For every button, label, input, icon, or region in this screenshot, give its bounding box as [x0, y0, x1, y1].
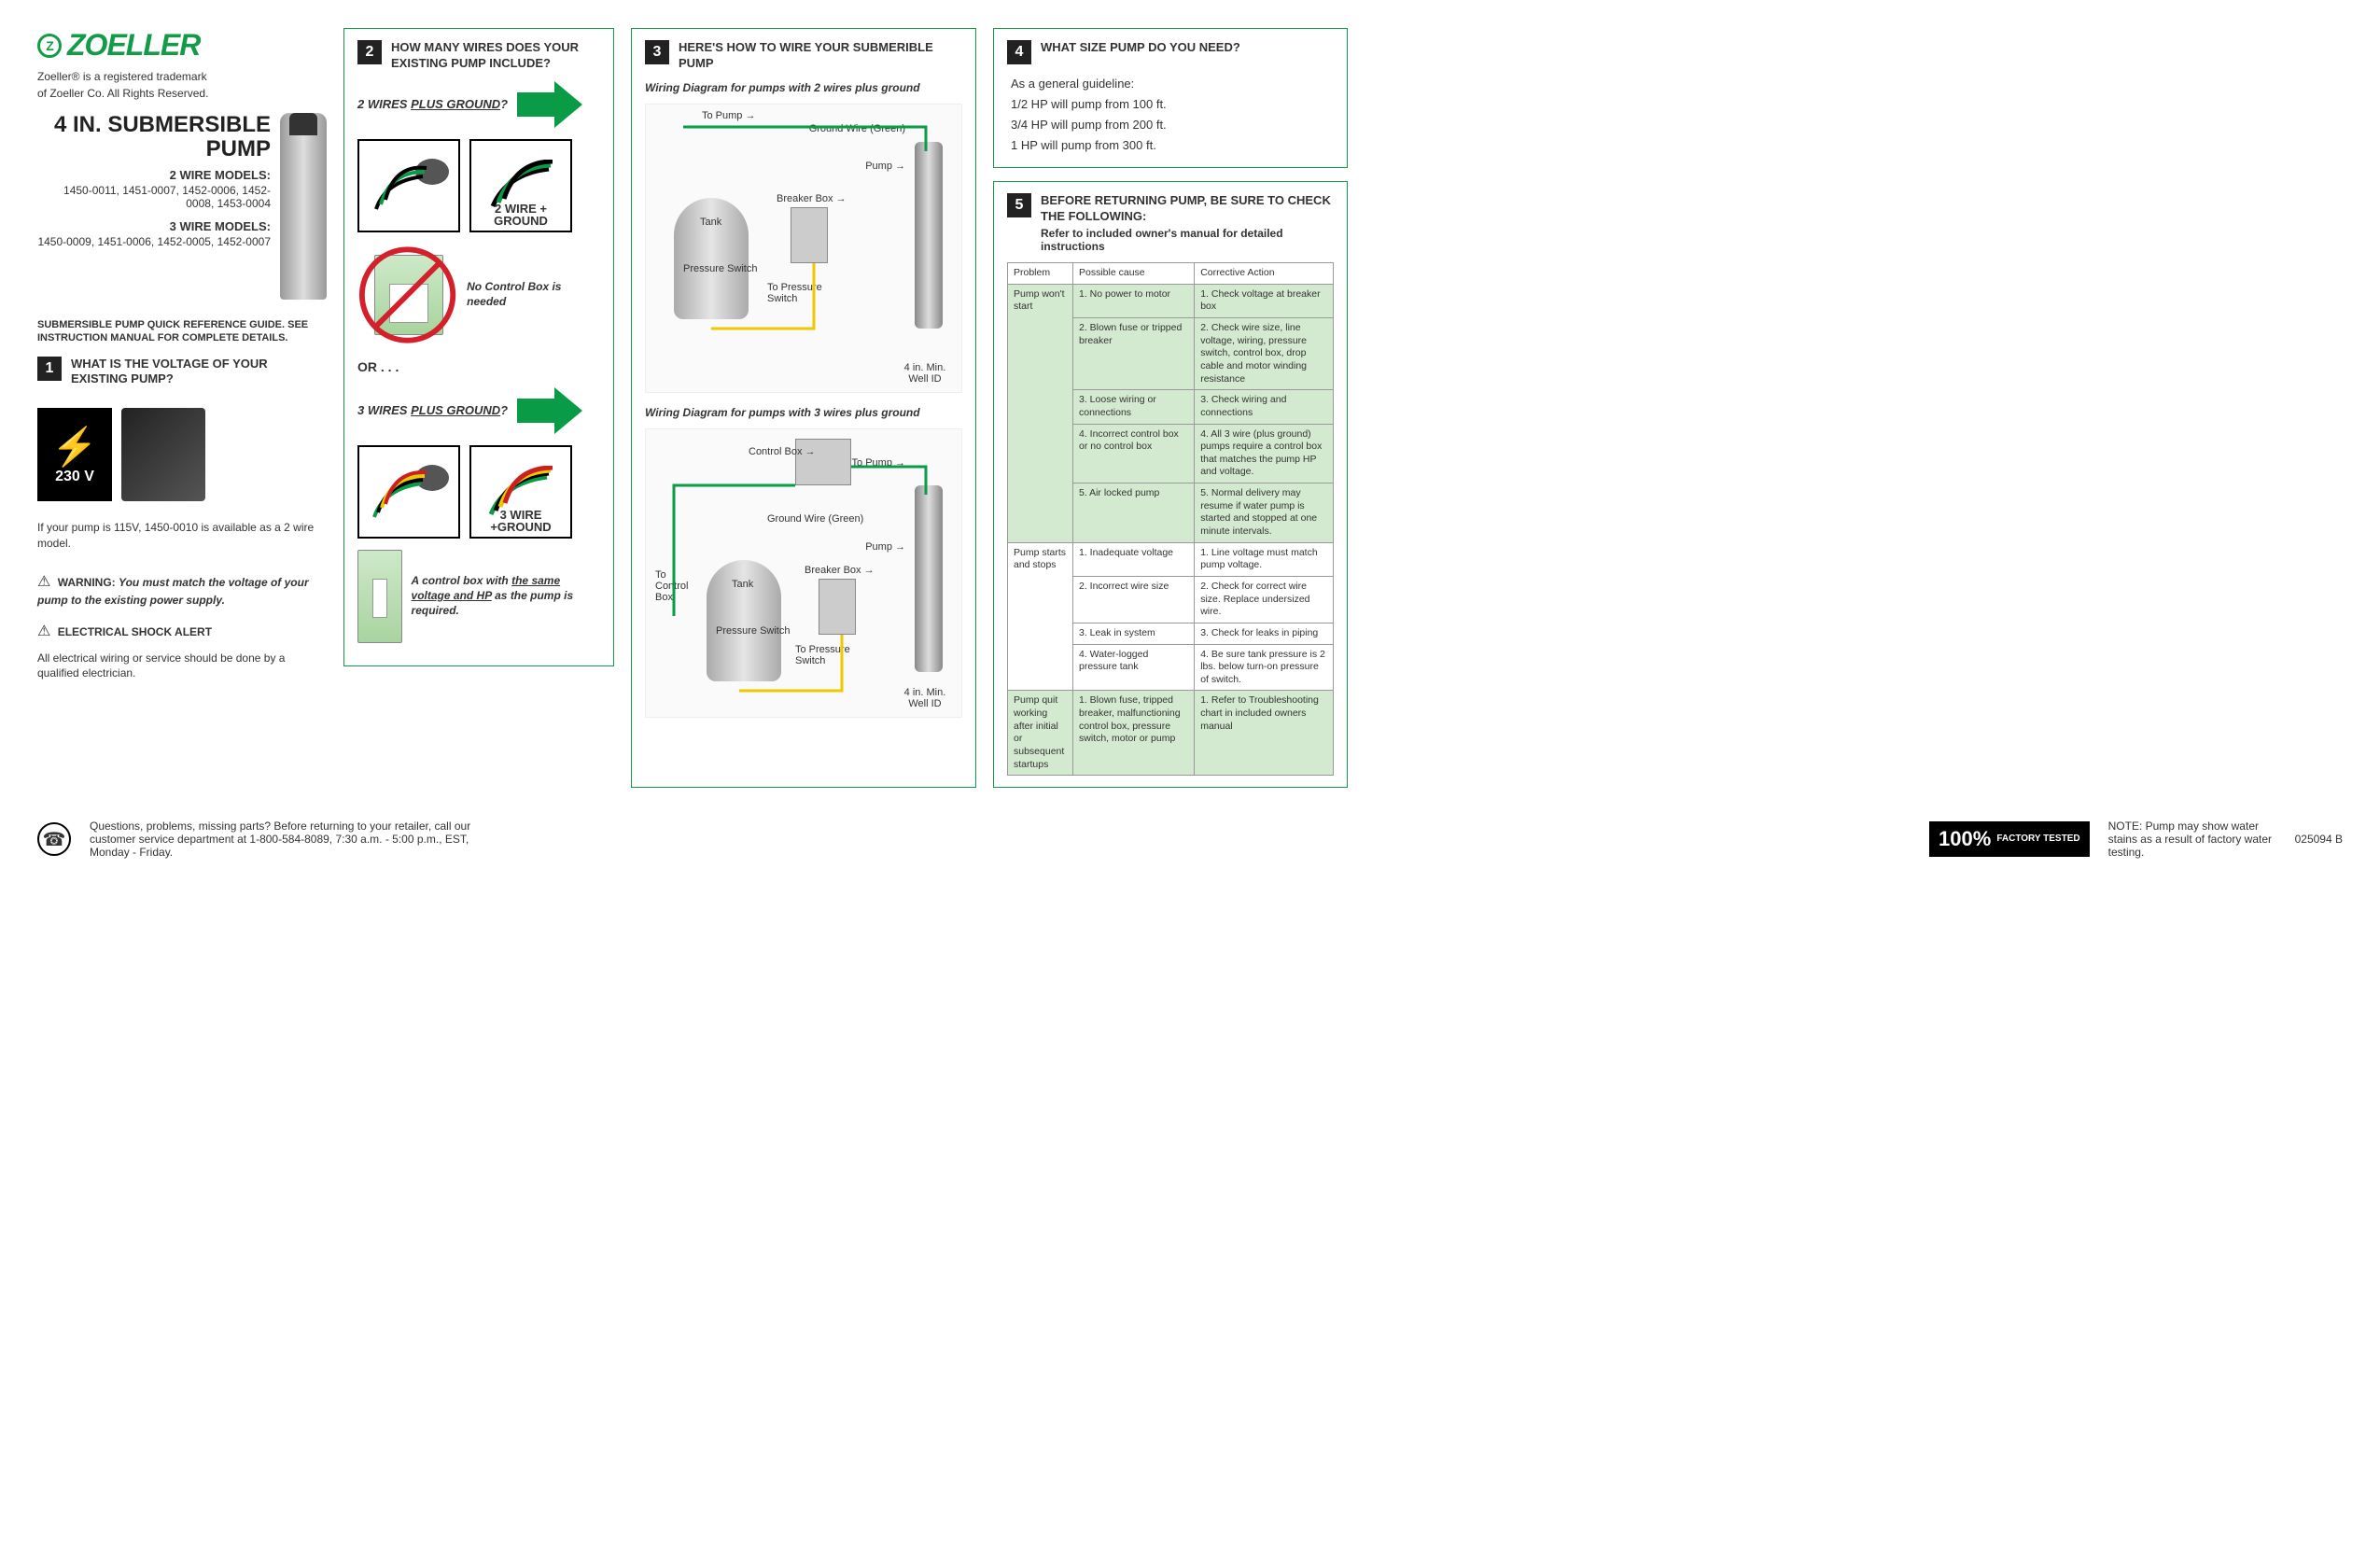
guideline-intro: As a general guideline: [1011, 74, 1334, 94]
no-control-caption: No Control Box is needed [467, 280, 600, 309]
guideline-3: 1 HP will pump from 300 ft. [1011, 135, 1334, 156]
guideline-1: 1/2 HP will pump from 100 ft. [1011, 94, 1334, 115]
pump-image [280, 113, 327, 300]
trademark-text: Zoeller® is a registered trademark [37, 70, 327, 83]
step-4-title: WHAT SIZE PUMP DO YOU NEED? [1041, 40, 1240, 56]
two-wire-label: 2 WIRE MODELS: [37, 168, 271, 182]
guideline-2: 3/4 HP will pump from 200 ft. [1011, 115, 1334, 135]
step-4-number: 4 [1007, 40, 1031, 64]
table-row: 2. Incorrect wire size2. Check for corre… [1008, 576, 1334, 623]
wiring-diagram-2wire: To Pump → Ground Wire (Green) Pump → Tan… [645, 104, 962, 393]
brand-name: ZOELLER [67, 28, 200, 63]
shock-alert: ELECTRICAL SHOCK ALERT [37, 622, 327, 642]
step-2-number: 2 [357, 40, 382, 64]
question-2wire: 2 WIRES PLUS GROUND? [357, 97, 508, 111]
two-wire-models: 1450-0011, 1451-0007, 1452-0006, 1452-00… [37, 184, 271, 210]
table-row: 2. Blown fuse or tripped breaker2. Check… [1008, 318, 1334, 390]
guide-note: SUBMERSIBLE PUMP QUICK REFERENCE GUIDE. … [37, 318, 327, 345]
voltage-note: If your pump is 115V, 1450-0010 is avail… [37, 520, 327, 552]
badge-percent: 100% [1939, 827, 1991, 851]
diagram-2wire-caption: Wiring Diagram for pumps with 2 wires pl… [645, 81, 962, 94]
step-2-title: HOW MANY WIRES DOES YOUR EXISTING PUMP I… [391, 40, 600, 72]
shock-text: All electrical wiring or service should … [37, 651, 327, 682]
wire-photo-2 [357, 139, 460, 232]
table-row: Pump quit working after initial or subse… [1008, 691, 1334, 776]
control-box-image [357, 550, 402, 643]
wire-label-box-3: 3 WIRE +GROUND [469, 445, 572, 539]
wire-label-box-2: 2 WIRE + GROUND [469, 139, 572, 232]
arrow-icon-2 [517, 387, 582, 434]
voltage-badge: ⚡ 230 V [37, 408, 112, 501]
th-cause: Possible cause [1073, 263, 1195, 285]
table-row: 4. Water-logged pressure tank4. Be sure … [1008, 644, 1334, 691]
voltage-warning: WARNING: You must match the voltage of y… [37, 572, 327, 609]
no-control-box-image [357, 244, 457, 346]
phone-icon: ☎ [37, 822, 71, 856]
warning-icon [37, 576, 54, 589]
step-5-subtitle: Refer to included owner's manual for det… [1041, 227, 1334, 253]
table-row: Pump starts and stops1. Inadequate volta… [1008, 542, 1334, 576]
question-3wire: 3 WIRES PLUS GROUND? [357, 403, 508, 417]
table-row: 5. Air locked pump5. Normal delivery may… [1008, 483, 1334, 543]
trademark-text-2: of Zoeller Co. All Rights Reserved. [37, 87, 327, 100]
troubleshooting-table: Problem Possible cause Corrective Action… [1007, 262, 1334, 776]
step-1-number: 1 [37, 357, 62, 381]
logo-icon: Z [37, 34, 62, 58]
table-row: Pump won't start1. No power to motor1. C… [1008, 284, 1334, 317]
warning-label: WARNING: [58, 576, 116, 589]
breaker-image [121, 408, 205, 501]
three-wire-label: 3 WIRE MODELS: [37, 219, 271, 233]
th-action: Corrective Action [1195, 263, 1334, 285]
brand-logo: Z ZOELLER [37, 28, 327, 63]
or-text: OR . . . [357, 359, 600, 374]
three-wire-label-text: 3 WIRE +GROUND [475, 509, 567, 533]
table-row: 3. Loose wiring or connections3. Check w… [1008, 390, 1334, 424]
th-problem: Problem [1008, 263, 1073, 285]
factory-tested-badge: 100% FACTORY TESTED [1929, 821, 2090, 857]
voltage-value: 230 V [55, 469, 94, 485]
diagram-3wire-caption: Wiring Diagram for pumps with 3 wires pl… [645, 406, 962, 419]
wire-photo-3 [357, 445, 460, 539]
two-wire-label-text: 2 WIRE + GROUND [475, 203, 567, 227]
step-1-title: WHAT IS THE VOLTAGE OF YOUR EXISTING PUM… [71, 357, 327, 388]
document-code: 025094 B [2295, 833, 2343, 846]
warning-icon-2 [37, 625, 54, 638]
step-3-number: 3 [645, 40, 669, 64]
control-required-caption: A control box with the same voltage and … [412, 574, 600, 618]
three-wire-models: 1450-0009, 1451-0006, 1452-0005, 1452-00… [37, 235, 271, 248]
bolt-icon: ⚡ [51, 425, 98, 469]
arrow-icon [517, 81, 582, 128]
table-row: 3. Leak in system3. Check for leaks in p… [1008, 623, 1334, 644]
badge-text: FACTORY TESTED [1996, 834, 2079, 844]
step-3-title: HERE'S HOW TO WIRE YOUR SUBMERIBLE PUMP [679, 40, 962, 72]
step-5-number: 5 [1007, 193, 1031, 217]
step-5-title: BEFORE RETURNING PUMP, BE SURE TO CHECK … [1041, 193, 1334, 225]
footer-note: NOTE: Pump may show water stains as a re… [2108, 820, 2276, 859]
table-row: 4. Incorrect control box or no control b… [1008, 424, 1334, 483]
wiring-diagram-3wire: Control Box → To Pump → Ground Wire (Gre… [645, 428, 962, 718]
shock-label: ELECTRICAL SHOCK ALERT [58, 625, 212, 638]
footer-questions: Questions, problems, missing parts? Befo… [90, 820, 482, 859]
product-title: 4 IN. SUBMERSIBLE PUMP [37, 113, 271, 162]
